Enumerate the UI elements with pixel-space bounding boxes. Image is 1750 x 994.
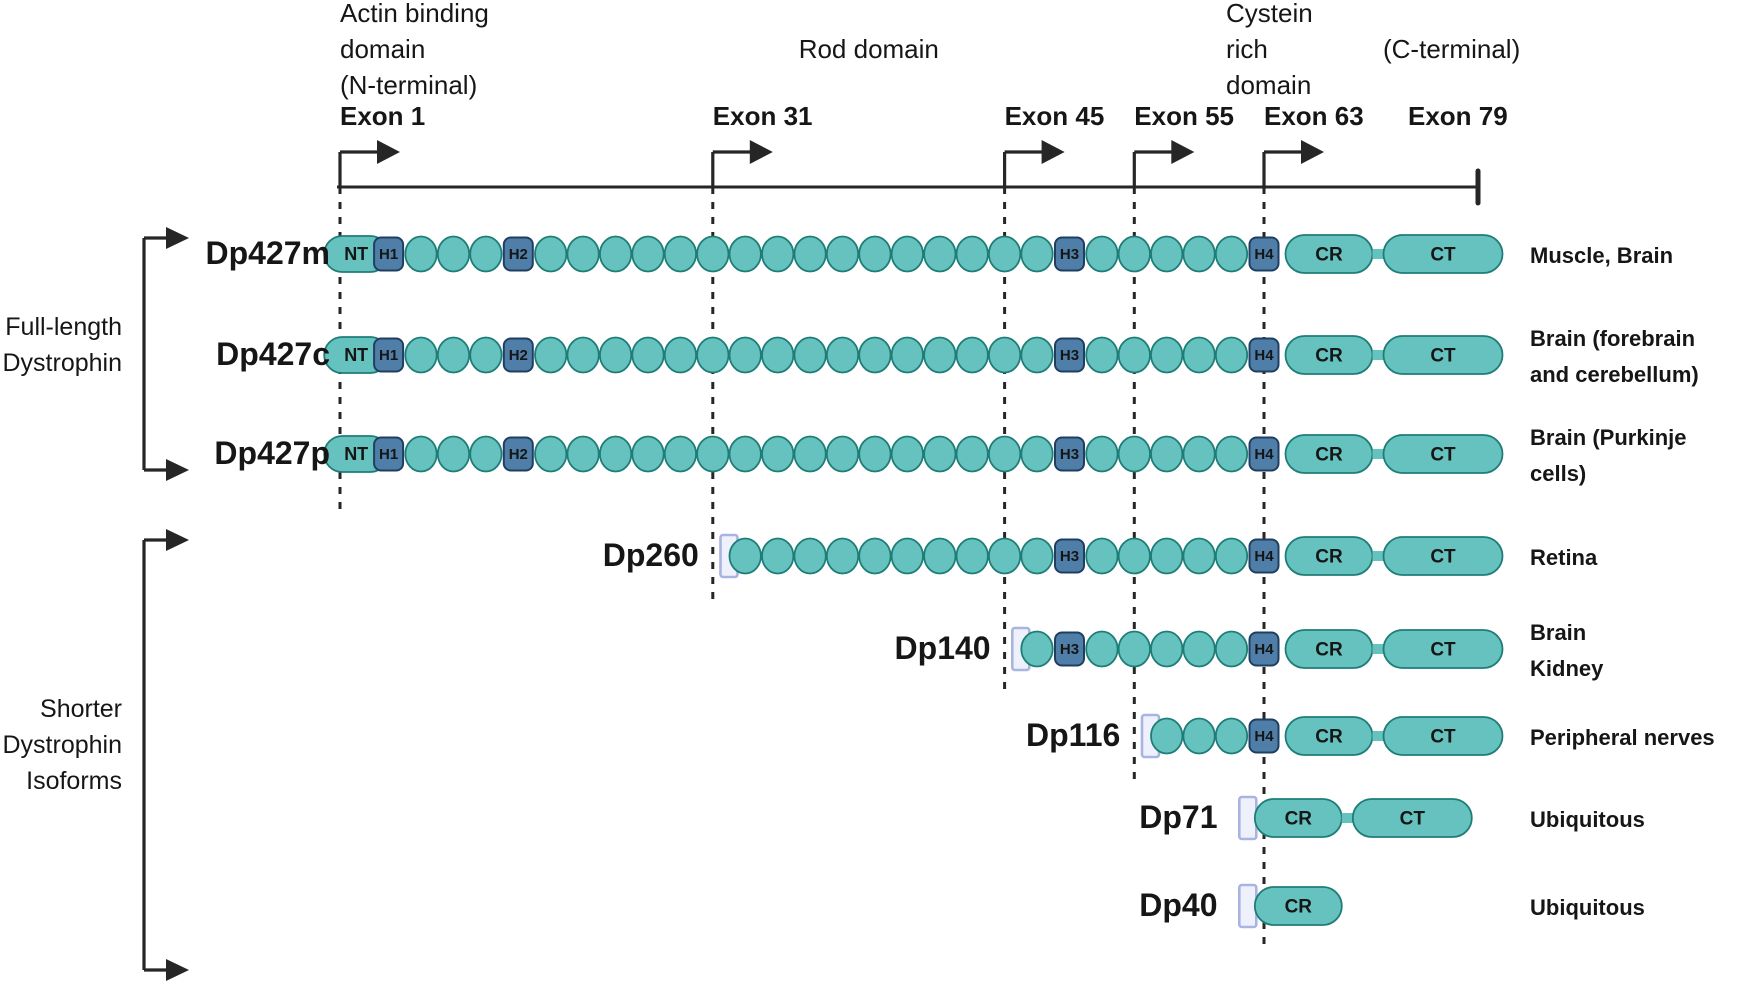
svg-text:H4: H4	[1254, 548, 1274, 565]
svg-text:cells): cells)	[1530, 461, 1586, 486]
svg-text:H4: H4	[1254, 246, 1274, 263]
svg-text:H1: H1	[379, 446, 398, 463]
svg-text:(N-terminal): (N-terminal)	[340, 70, 477, 100]
svg-text:CT: CT	[1430, 640, 1456, 661]
svg-text:NT: NT	[344, 345, 368, 365]
svg-text:CR: CR	[1315, 547, 1343, 568]
svg-text:H4: H4	[1254, 641, 1274, 658]
svg-text:Dp116: Dp116	[1026, 717, 1120, 753]
svg-text:Exon 45: Exon 45	[1005, 101, 1105, 131]
svg-text:Retina: Retina	[1530, 545, 1598, 570]
svg-text:Dystrophin: Dystrophin	[3, 349, 123, 377]
svg-text:CR: CR	[1315, 727, 1343, 748]
svg-text:NT: NT	[344, 444, 368, 464]
svg-text:Dp260: Dp260	[603, 537, 699, 573]
svg-text:H2: H2	[509, 347, 528, 364]
svg-text:Dp427m: Dp427m	[206, 235, 331, 271]
svg-text:CT: CT	[1430, 547, 1456, 568]
svg-text:H3: H3	[1060, 347, 1079, 364]
svg-text:H3: H3	[1060, 641, 1079, 658]
svg-text:Rod domain: Rod domain	[799, 34, 939, 64]
svg-text:H1: H1	[379, 347, 398, 364]
svg-text:Dp427p: Dp427p	[214, 435, 330, 471]
svg-text:CT: CT	[1430, 445, 1456, 466]
svg-text:CR: CR	[1285, 809, 1313, 830]
svg-text:Muscle, Brain: Muscle, Brain	[1530, 243, 1673, 268]
svg-text:domain: domain	[1226, 70, 1311, 100]
svg-text:Shorter: Shorter	[40, 695, 122, 723]
svg-text:Exon 63: Exon 63	[1264, 101, 1364, 131]
svg-text:NT: NT	[344, 244, 368, 264]
svg-text:Exon 1: Exon 1	[340, 101, 425, 131]
svg-text:Brain (forebrain: Brain (forebrain	[1530, 326, 1695, 351]
svg-text:Kidney: Kidney	[1530, 656, 1604, 681]
svg-text:CR: CR	[1315, 245, 1343, 266]
svg-text:Cystein: Cystein	[1226, 0, 1313, 28]
svg-text:Dp40: Dp40	[1139, 887, 1217, 923]
svg-text:H2: H2	[509, 246, 528, 263]
svg-text:Exon 55: Exon 55	[1134, 101, 1234, 131]
svg-text:Isoforms: Isoforms	[26, 767, 122, 795]
svg-text:CR: CR	[1315, 346, 1343, 367]
svg-text:CR: CR	[1315, 640, 1343, 661]
svg-text:H3: H3	[1060, 246, 1079, 263]
svg-text:CT: CT	[1430, 346, 1456, 367]
svg-text:and cerebellum): and cerebellum)	[1530, 362, 1699, 387]
svg-text:H4: H4	[1254, 446, 1274, 463]
svg-text:rich: rich	[1226, 34, 1268, 64]
svg-text:CT: CT	[1430, 245, 1456, 266]
svg-text:H4: H4	[1254, 728, 1274, 745]
svg-text:Brain (Purkinje: Brain (Purkinje	[1530, 425, 1686, 450]
svg-text:CT: CT	[1430, 727, 1456, 748]
svg-text:CR: CR	[1285, 897, 1313, 918]
svg-text:Exon 31: Exon 31	[713, 101, 813, 131]
svg-text:domain: domain	[340, 34, 425, 64]
svg-text:Dp140: Dp140	[895, 630, 991, 666]
svg-text:CR: CR	[1315, 445, 1343, 466]
svg-text:Actin binding: Actin binding	[340, 0, 489, 28]
svg-text:Peripheral nerves: Peripheral nerves	[1530, 725, 1715, 750]
svg-text:H2: H2	[509, 446, 528, 463]
svg-text:CT: CT	[1400, 809, 1426, 830]
svg-text:H3: H3	[1060, 446, 1079, 463]
svg-text:H3: H3	[1060, 548, 1079, 565]
svg-text:Dp427c: Dp427c	[216, 336, 330, 372]
svg-text:H4: H4	[1254, 347, 1274, 364]
svg-text:Ubiquitous: Ubiquitous	[1530, 807, 1645, 832]
svg-text:Full-length: Full-length	[5, 313, 122, 341]
svg-text:(C-terminal): (C-terminal)	[1383, 34, 1520, 64]
svg-text:Dystrophin: Dystrophin	[3, 731, 123, 759]
svg-text:Brain: Brain	[1530, 620, 1586, 645]
svg-text:Dp71: Dp71	[1139, 799, 1217, 835]
svg-text:Exon 79: Exon 79	[1408, 101, 1508, 131]
svg-text:H1: H1	[379, 246, 398, 263]
svg-text:Ubiquitous: Ubiquitous	[1530, 895, 1645, 920]
